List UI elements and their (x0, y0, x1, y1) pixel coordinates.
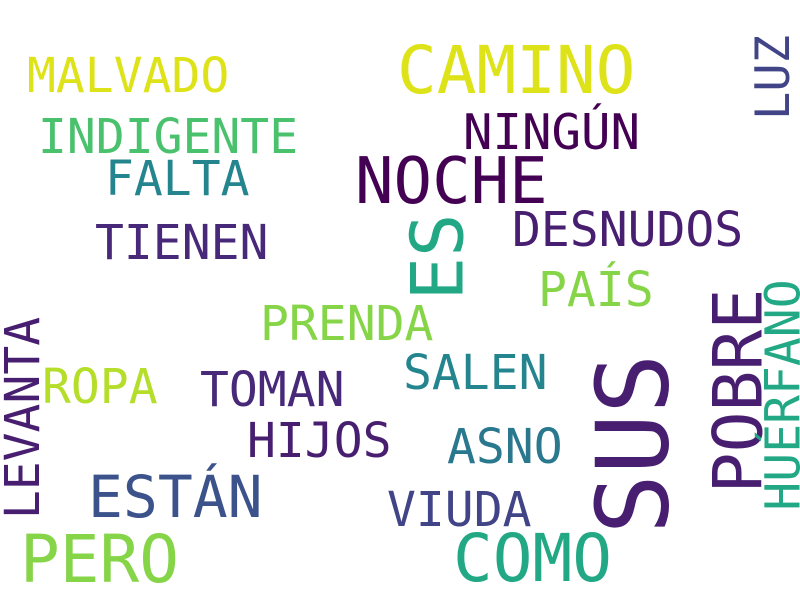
word-camino: CAMINO (397, 32, 636, 109)
word-hijos: HIJOS (247, 413, 392, 469)
word-sus: SUS (574, 353, 692, 535)
word-estan: ESTÁN (88, 463, 263, 531)
word-desnudos: DESNUDOS (512, 202, 744, 258)
word-ningun: NINGÚN (463, 104, 641, 161)
word-asno: ASNO (447, 419, 563, 475)
word-noche: NOCHE (355, 145, 548, 219)
word-pais: PAÍS (538, 262, 654, 318)
word-indigente: INDIGENTE (38, 109, 299, 165)
word-prenda: PRENDA (260, 296, 434, 352)
word-es: ES (395, 213, 480, 301)
word-huerfano: HUÉRFANO (755, 279, 800, 511)
word-ropa: ROPA (42, 359, 158, 415)
word-salen: SALEN (403, 345, 548, 401)
word-pero: PERO (20, 521, 179, 598)
word-como: COMO (453, 520, 612, 597)
word-toman: TOMAN (200, 362, 345, 418)
word-viuda: VIUDA (387, 482, 532, 538)
word-luz: LUZ (745, 35, 800, 120)
word-falta: FALTA (105, 151, 250, 207)
word-levanta: LEVANTA (0, 316, 52, 520)
word-tienen: TIENEN (95, 215, 269, 271)
word-malvado: MALVADO (27, 48, 230, 104)
